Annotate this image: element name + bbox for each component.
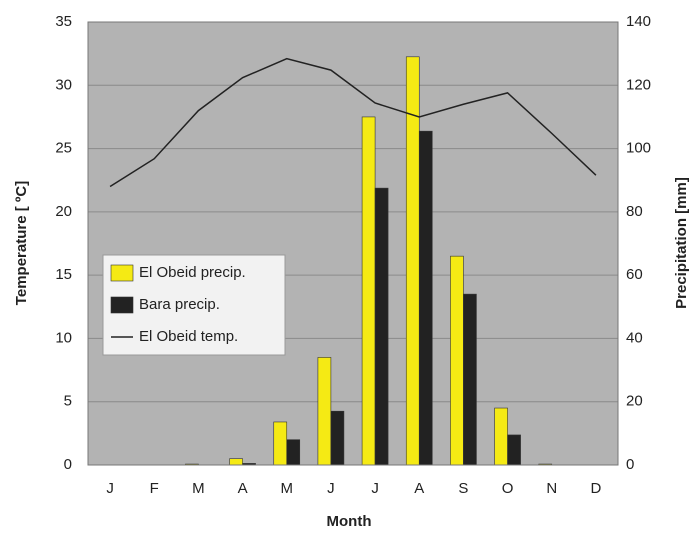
x-tick-label: N — [546, 480, 557, 497]
x-tick-label: J — [371, 480, 379, 497]
bar — [286, 439, 301, 466]
y2-tick-label: 80 — [626, 203, 643, 220]
bar — [361, 116, 376, 466]
bar — [330, 410, 345, 466]
y-tick-label: 0 — [64, 456, 72, 473]
y-tick-label: 30 — [55, 76, 72, 93]
x-tick-label: A — [414, 480, 424, 497]
bar — [273, 421, 288, 466]
y2-tick-label: 140 — [626, 13, 651, 30]
bar — [494, 407, 508, 466]
legend-label: El Obeid temp. — [139, 328, 238, 345]
x-tick-label: M — [192, 480, 205, 497]
bar — [463, 293, 477, 466]
legend-box — [102, 254, 286, 356]
line — [109, 57, 597, 188]
bar — [507, 434, 521, 466]
plot-border — [87, 21, 619, 466]
x-tick-label: J — [106, 480, 114, 497]
plot-area — [88, 22, 618, 465]
x-tick-label: F — [150, 480, 159, 497]
x-tick-label: A — [238, 480, 248, 497]
x-tick-label: J — [327, 480, 335, 497]
bar — [405, 56, 420, 466]
y-tick-label: 20 — [55, 203, 72, 220]
y2-tick-label: 20 — [626, 393, 643, 410]
y2-tick-label: 60 — [626, 266, 643, 283]
y-tick-label: 10 — [55, 329, 72, 346]
x-tick-label: D — [590, 480, 601, 497]
bar — [450, 255, 464, 466]
y2-tick-label: 120 — [626, 76, 651, 93]
y-tick-label: 25 — [55, 140, 72, 157]
y2-tick-label: 100 — [626, 140, 651, 157]
bar — [317, 357, 332, 466]
x-tick-label: S — [458, 480, 468, 497]
legend-swatch — [110, 296, 134, 314]
bar — [374, 187, 389, 466]
x-tick-label: O — [502, 480, 514, 497]
x-axis-title: Month — [327, 513, 372, 530]
legend-label: Bara precip. — [139, 296, 220, 313]
y-tick-label: 5 — [64, 393, 72, 410]
y-tick-label: 15 — [55, 266, 72, 283]
legend-label: El Obeid precip. — [139, 264, 246, 281]
legend-swatch — [110, 264, 134, 282]
y-axis-title: Temperature [ ºC] — [13, 181, 30, 305]
bar — [229, 458, 243, 466]
y2-axis-title: Precipitation [mm] — [673, 177, 690, 309]
bar — [418, 130, 433, 466]
y-tick-label: 35 — [55, 13, 72, 30]
x-tick-label: M — [281, 480, 294, 497]
y2-tick-label: 0 — [626, 456, 634, 473]
y2-tick-label: 40 — [626, 329, 643, 346]
